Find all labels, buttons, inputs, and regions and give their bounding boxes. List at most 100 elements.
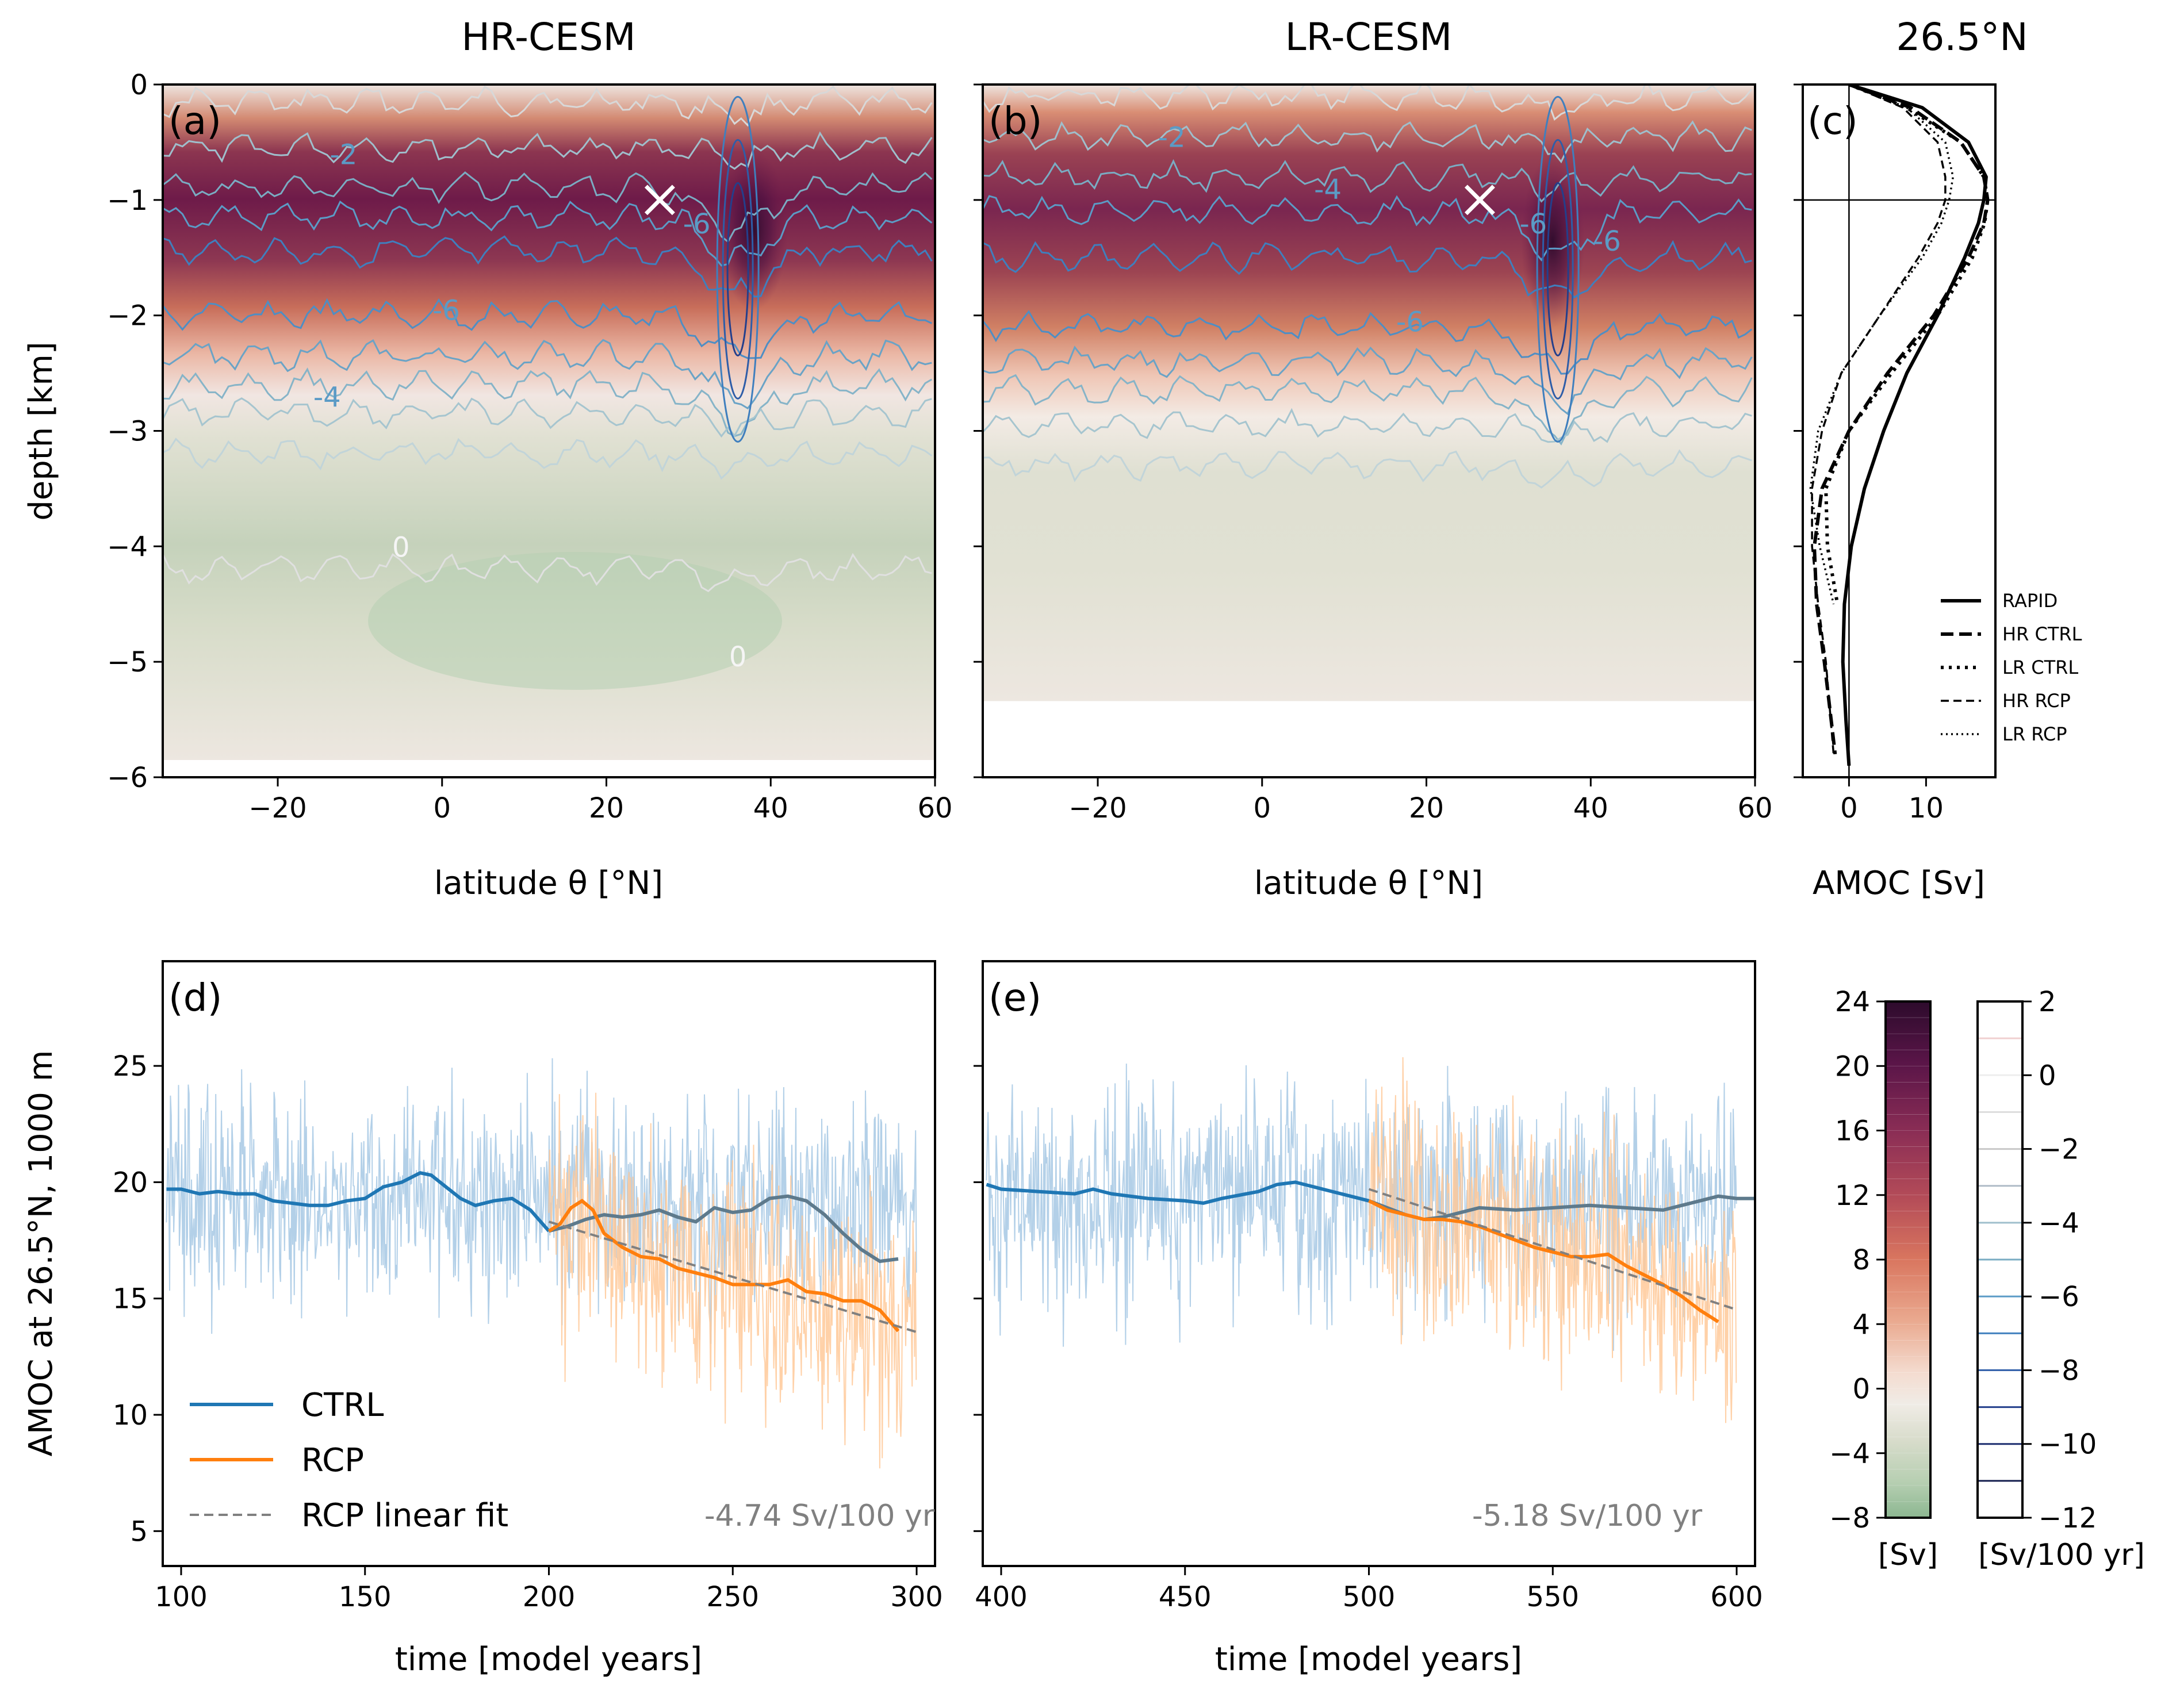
x-tick-label: 60 bbox=[917, 792, 952, 824]
legend-label: RCP bbox=[301, 1442, 364, 1479]
colorbar-sv-fill bbox=[1886, 1001, 1930, 1518]
x-tick-label: 400 bbox=[975, 1581, 1028, 1613]
profile-hr-rcp bbox=[1811, 85, 1947, 754]
streamfunction-contour bbox=[983, 159, 1752, 203]
streamfunction-contour bbox=[983, 346, 1753, 416]
rapid-location-marker bbox=[1464, 185, 1495, 216]
y-tick-label: 15 bbox=[113, 1283, 148, 1315]
core-contour bbox=[716, 95, 760, 443]
panel-label-e: (e) bbox=[989, 976, 1041, 1020]
y-tick-label: −3 bbox=[107, 416, 148, 448]
xlabel-c: AMOC [Sv] bbox=[1813, 865, 1985, 902]
colorbar-tick-label: 20 bbox=[1835, 1050, 1870, 1083]
contour-label: -2 bbox=[330, 139, 357, 171]
y-tick-label: 5 bbox=[130, 1515, 148, 1548]
y-tick-label: 10 bbox=[113, 1399, 148, 1431]
legend-label: LR CTRL bbox=[2002, 657, 2078, 678]
x-tick-label: 450 bbox=[1159, 1581, 1212, 1613]
y-tick-label: −2 bbox=[107, 300, 148, 332]
x-tick-label: 20 bbox=[589, 792, 624, 824]
monthly-noise bbox=[548, 1092, 917, 1469]
legend-c: RAPID HR CTRL LR CTRL HR RCP LR RCP bbox=[1941, 590, 2082, 745]
streamfunction-contour bbox=[163, 171, 933, 243]
panel-label-c: (c) bbox=[1807, 99, 1858, 143]
y-tick-label: −1 bbox=[107, 185, 148, 217]
x-tick-label: 100 bbox=[155, 1581, 208, 1613]
panel-label-d: (d) bbox=[168, 976, 222, 1020]
x-tick-label: 40 bbox=[753, 792, 788, 824]
x-tick-label: −20 bbox=[248, 792, 306, 824]
x-tick-label: 0 bbox=[1840, 792, 1858, 824]
panel-label-b: (b) bbox=[989, 99, 1042, 143]
colorbar-trend-unit: [Sv/100 yr] bbox=[1978, 1538, 2145, 1572]
core-contour bbox=[1542, 139, 1574, 400]
contour-label: 0 bbox=[392, 531, 410, 563]
ylabel-amoc-ts: AMOC at 26.5°N, 1000 m bbox=[22, 1050, 60, 1457]
panel-a: -2 -6 -6 -4 0 0 (a) −20 0 20 40 60 0 −1 −2 −3 −4 −5 −6 l… bbox=[22, 69, 953, 902]
y-tick-label: 25 bbox=[113, 1050, 148, 1083]
colorbar-tick-label: 2 bbox=[2039, 986, 2056, 1018]
title-b: LR-CESM bbox=[1285, 15, 1452, 59]
series-ctrl bbox=[986, 1180, 1370, 1205]
panel-d: (d) 100 150 200 250 300 5 10 15 20 25 -4.74 Sv/10… bbox=[22, 960, 943, 1678]
monthly-noise bbox=[1368, 1057, 1737, 1423]
legend-label: CTRL bbox=[301, 1387, 384, 1424]
streamfunction-contour bbox=[983, 449, 1752, 489]
y-tick-label: 0 bbox=[130, 69, 148, 101]
streamfunction-contour bbox=[983, 374, 1753, 446]
colorbar-tick-label: −6 bbox=[2039, 1281, 2079, 1313]
colorbar-tick-label: 0 bbox=[2039, 1060, 2056, 1092]
xlabel-d: time [model years] bbox=[395, 1641, 702, 1678]
contour-label: -6 bbox=[1593, 225, 1621, 258]
contour-label: -6 bbox=[432, 295, 460, 327]
legend-label: LR RCP bbox=[2002, 723, 2067, 745]
streamfunction-contour bbox=[983, 195, 1752, 262]
series-rcp-linear-fit bbox=[1368, 1188, 1737, 1311]
streamfunction-field-b bbox=[983, 85, 1755, 777]
title-a: HR-CESM bbox=[461, 15, 635, 59]
x-tick-label: 150 bbox=[339, 1581, 392, 1613]
streamfunction-contour bbox=[163, 298, 932, 359]
title-c: 26.5°N bbox=[1896, 15, 2028, 59]
colorbar-tick-label: −4 bbox=[1829, 1438, 1870, 1470]
x-tick-label: 10 bbox=[1909, 792, 1944, 824]
colorbar-tick-label: 8 bbox=[1852, 1244, 1870, 1276]
series-ctrl-continued bbox=[548, 1194, 899, 1264]
panel-e: (e) 400 450 500 550 600 -5.18 Sv/100 yr time… bbox=[974, 960, 1763, 1678]
x-tick-label: 60 bbox=[1737, 792, 1772, 824]
streamfunction-contour bbox=[983, 120, 1752, 164]
profile-rapid bbox=[1841, 85, 1988, 766]
colorbar-streamfunction: 24 20 16 12 8 4 0 −4 −8 [Sv] bbox=[1829, 986, 1938, 1572]
colorbar-tick-label: −10 bbox=[2039, 1429, 2097, 1461]
colorbar-tick-label: −12 bbox=[2039, 1502, 2097, 1534]
y-tick-label: −5 bbox=[107, 646, 148, 678]
streamfunction-contour bbox=[163, 339, 932, 410]
core-contour bbox=[722, 139, 754, 400]
panel-b: -2 -4 -6 -6 -6 (b) −20 0 20 40 60 latitude θ [°N… bbox=[974, 83, 1773, 902]
legend-label: RAPID bbox=[2002, 590, 2058, 612]
core-contour bbox=[1536, 95, 1580, 443]
contour-label: 0 bbox=[729, 641, 747, 673]
series-rcp bbox=[1368, 1199, 1719, 1323]
profile-lr-rcp bbox=[1809, 85, 1955, 605]
colorbar-tick-label: 12 bbox=[1835, 1180, 1870, 1212]
ylabel-depth: depth [km] bbox=[22, 341, 60, 520]
contour-label: -6 bbox=[683, 208, 711, 240]
x-tick-label: 300 bbox=[890, 1581, 943, 1613]
x-tick-label: 40 bbox=[1573, 792, 1608, 824]
series-ctrl bbox=[166, 1171, 550, 1233]
x-tick-label: 550 bbox=[1526, 1581, 1579, 1613]
legend-d: CTRL RCP RCP linear fit bbox=[190, 1387, 508, 1534]
x-tick-label: 20 bbox=[1409, 792, 1444, 824]
streamfunction-core-a bbox=[719, 149, 788, 310]
x-tick-label: 600 bbox=[1710, 1581, 1763, 1613]
xlabel-a: latitude θ [°N] bbox=[434, 865, 663, 902]
colorbar-tick-label: −8 bbox=[2039, 1354, 2079, 1387]
core-contour bbox=[726, 182, 749, 356]
streamfunction-contour bbox=[163, 235, 933, 298]
streamfunction-contour bbox=[163, 552, 932, 593]
legend-label: RCP linear fit bbox=[301, 1497, 508, 1534]
streamfunction-contour bbox=[163, 85, 933, 127]
